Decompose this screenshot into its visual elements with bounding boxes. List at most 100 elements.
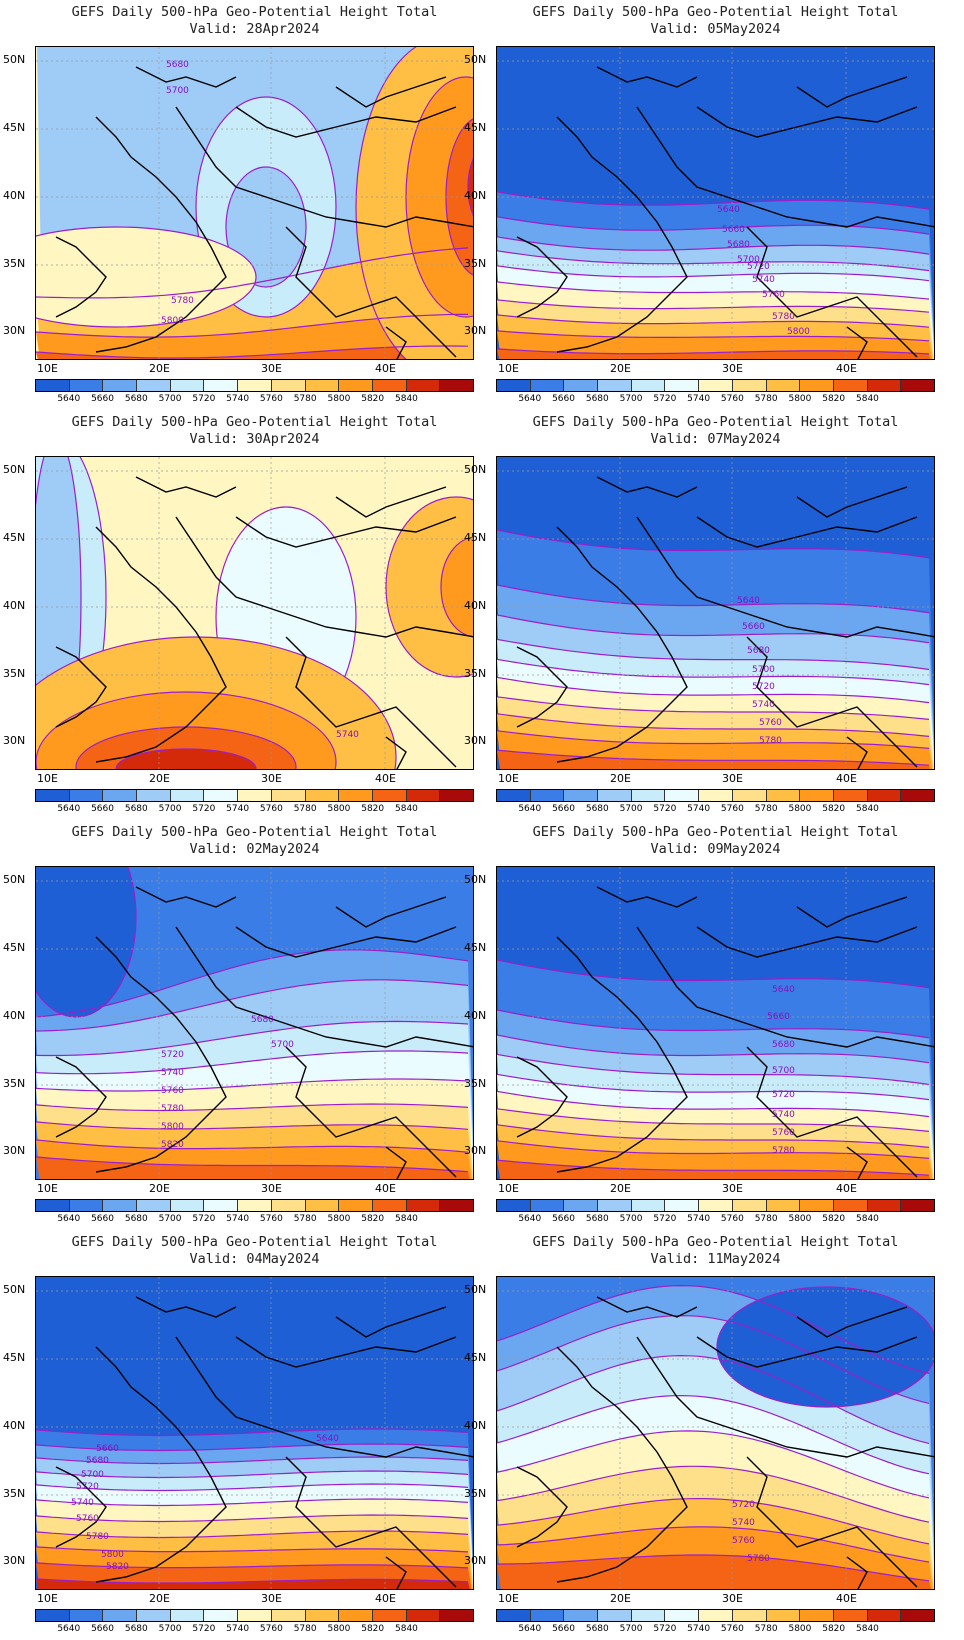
colorbar-labels: 5640 5660 5680 5700 5720 5740 5760 5780 5800 5820… (496, 1624, 935, 1636)
contour-label: 5760 (762, 290, 785, 300)
colorbar-swatch (800, 790, 834, 801)
colorbar-swatch (800, 1610, 834, 1621)
colorbar-level-label: 5840 (395, 1214, 418, 1224)
colorbar (35, 1199, 474, 1212)
colorbar-level-label: 5680 (124, 1624, 148, 1634)
colorbar-swatch (238, 790, 272, 801)
colorbar-swatch (305, 1200, 340, 1211)
colorbar-level-label: 5740 (687, 804, 711, 814)
contour-label: 5780 (171, 296, 194, 306)
coastline (335, 896, 447, 928)
contour-label: 5740 (772, 1110, 795, 1120)
colorbar-level-label: 5760 (720, 1214, 744, 1224)
lat-label: 45N (464, 121, 487, 134)
colorbar-level-label: 5740 (226, 1214, 250, 1224)
coastline (235, 926, 457, 958)
colorbar (35, 789, 474, 802)
lat-label: 35N (3, 257, 26, 270)
height-band (497, 750, 931, 769)
coastline (696, 516, 918, 548)
colorbar-swatch (36, 790, 70, 801)
contour-label: 5640 (737, 596, 760, 606)
colorbar-swatch (305, 380, 340, 391)
colorbar-level-label: 5760 (720, 1624, 744, 1634)
colorbar-swatch (766, 380, 801, 391)
coastline (95, 936, 227, 1173)
map-panel-30Apr2024: GEFS Daily 500-hPa Geo-Potential Height … (0, 410, 482, 820)
lat-label: 30N (464, 1554, 487, 1567)
contour-label: 5780 (772, 1146, 795, 1156)
colorbar-swatch (867, 1200, 902, 1211)
panel-title: GEFS Daily 500-hPa Geo-Potential Height … (532, 1234, 899, 1250)
contour-label: 5640 (772, 985, 795, 995)
lat-label: 50N (464, 1283, 487, 1296)
coastline (746, 636, 918, 768)
contour-line (497, 1465, 930, 1523)
colorbar-level-label: 5780 (293, 804, 317, 814)
colorbar-level-label: 5660 (552, 804, 575, 814)
colorbar-swatch (440, 380, 473, 391)
height-blob (115, 748, 257, 769)
colorbar-swatch (137, 1610, 171, 1621)
lat-label: 50N (464, 873, 487, 886)
colorbar-swatch (103, 1200, 138, 1211)
contour-label: 5720 (747, 262, 770, 272)
coastline (556, 1346, 688, 1583)
colorbar-level-label: 5800 (327, 1624, 351, 1634)
contour-line (497, 696, 930, 720)
coastline (556, 526, 688, 763)
colorbar-level-label: 5680 (585, 394, 609, 404)
colorbar-swatch (497, 1610, 531, 1621)
contour-label: 5660 (742, 622, 765, 632)
lon-label: 30E (722, 1182, 743, 1195)
height-band (36, 1156, 470, 1179)
colorbar-level-label: 5720 (192, 804, 216, 814)
colorbar (496, 1609, 935, 1622)
panel-title: GEFS Daily 500-hPa Geo-Potential Height … (71, 4, 438, 20)
colorbar-swatch (564, 1610, 599, 1621)
contour-label: 5680 (727, 240, 750, 250)
lat-label: 40N (464, 1009, 487, 1022)
lat-label: 45N (464, 941, 487, 954)
colorbar-swatch (204, 380, 239, 391)
lat-label: 30N (464, 734, 487, 747)
colorbar (496, 1199, 935, 1212)
colorbar-level-label: 5720 (653, 804, 677, 814)
colorbar-level-label: 5720 (653, 394, 677, 404)
colorbar-swatch (170, 1200, 205, 1211)
colorbar-swatch (103, 790, 138, 801)
colorbar-level-label: 5760 (259, 394, 283, 404)
contour-line (497, 529, 930, 559)
lat-label: 30N (3, 734, 26, 747)
contour-label: 5760 (772, 1128, 795, 1138)
colorbar-swatch (631, 1200, 666, 1211)
lon-label: 20E (610, 362, 631, 375)
contour-label: 5680 (166, 60, 189, 70)
contour-label: 5740 (752, 700, 775, 710)
contour-line (497, 584, 930, 614)
colorbar (35, 1609, 474, 1622)
colorbar-level-label: 5740 (226, 394, 250, 404)
colorbar-swatch (867, 380, 902, 391)
contour-label: 5820 (161, 1140, 184, 1150)
lon-label: 40E (375, 1182, 396, 1195)
contour-label: 5800 (161, 1122, 184, 1132)
colorbar-level-label: 5820 (361, 394, 385, 404)
colorbar-swatch (699, 790, 733, 801)
coastline (385, 1146, 407, 1179)
coastline (55, 236, 107, 318)
contour-line (36, 1139, 469, 1153)
colorbar-level-label: 5680 (585, 804, 609, 814)
contour-line (497, 1284, 930, 1374)
colorbar-labels: 5640 5660 5680 5700 5720 5740 5760 5780 5800 5820… (35, 1214, 474, 1226)
lon-label: 30E (722, 1592, 743, 1605)
colorbar-level-label: 5800 (788, 804, 812, 814)
map-area: 5640 5660 5680 5700 5720 5740 5760 5780 (496, 866, 935, 1180)
lat-label: 50N (3, 53, 26, 66)
contour-line (497, 236, 930, 255)
contour-line (497, 281, 930, 300)
colorbar-level-label: 5680 (124, 1214, 148, 1224)
lat-label: 30N (464, 324, 487, 337)
lat-label: 35N (464, 1487, 487, 1500)
lon-label: 30E (261, 772, 282, 785)
